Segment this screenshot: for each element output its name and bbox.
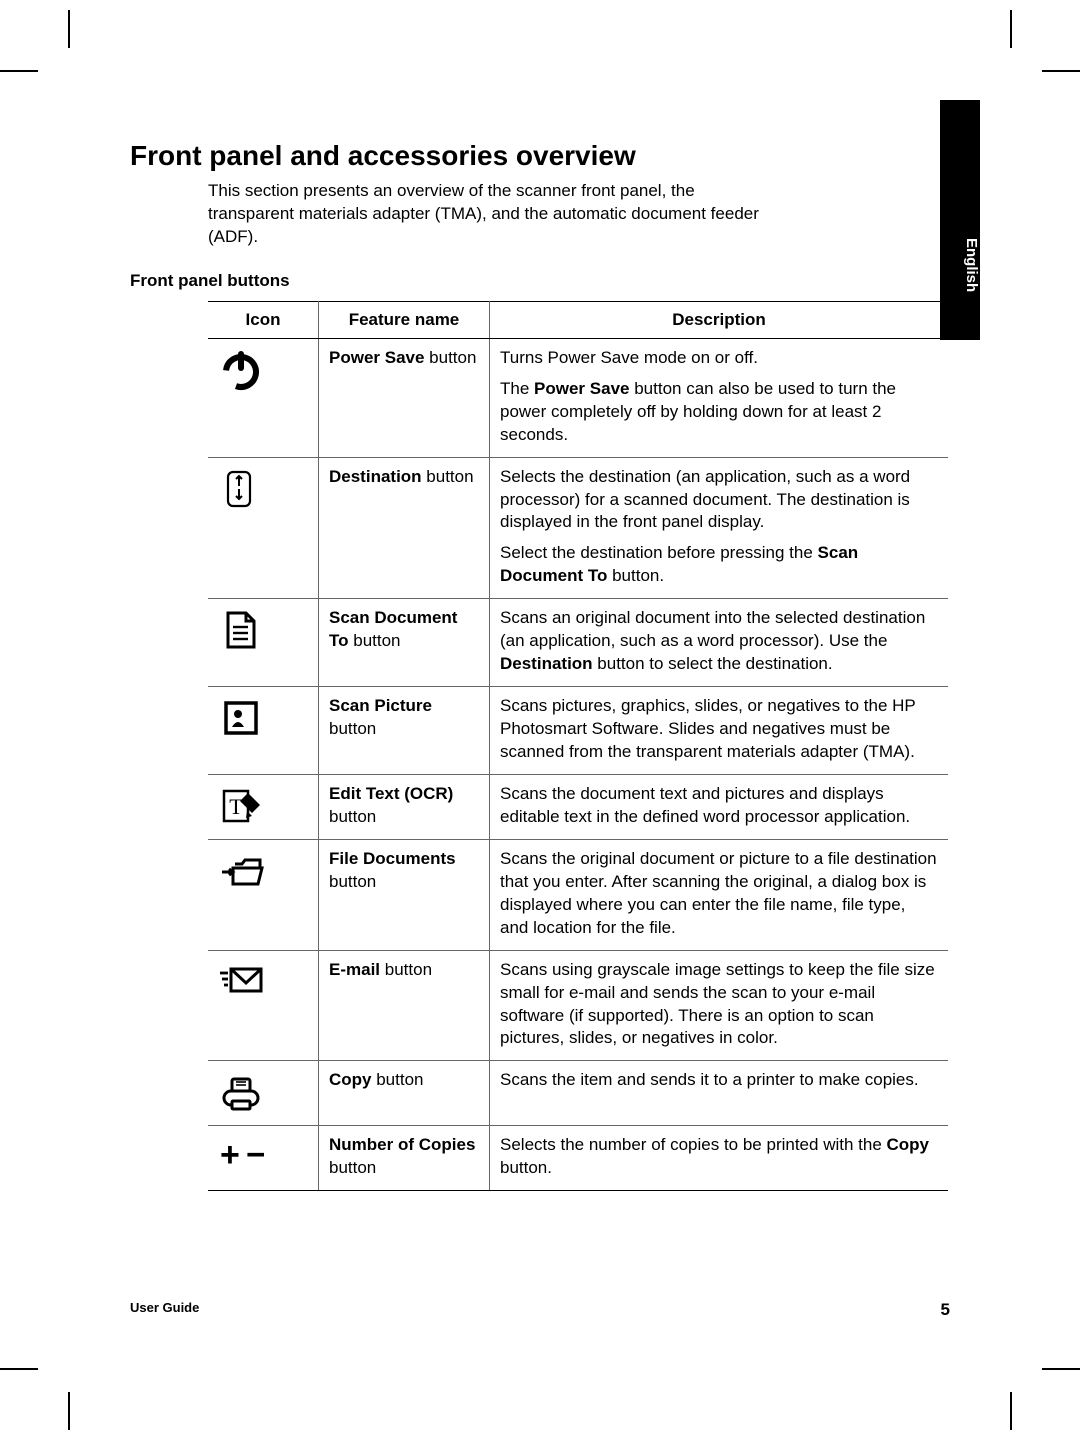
feature-name: Copy button [319,1061,490,1126]
feature-name: Destination button [319,457,490,599]
feature-name: Edit Text (OCR) button [319,774,490,839]
table-row: Edit Text (OCR) buttonScans the document… [208,774,948,839]
table-row: Copy buttonScans the item and sends it t… [208,1061,948,1126]
table-row: Scan Document To buttonScans an original… [208,599,948,687]
feature-description: Scans using grayscale image settings to … [490,950,949,1061]
feature-description: Turns Power Save mode on or off.The Powe… [490,338,949,457]
front-panel-buttons-heading: Front panel buttons [130,271,950,291]
scan-doc-icon [208,599,319,687]
feature-description: Scans the original document or picture t… [490,839,949,950]
col-description: Description [490,301,949,338]
scan-pic-icon [208,687,319,775]
feature-description: Selects the destination (an application,… [490,457,949,599]
feature-name: Power Save button [319,338,490,457]
destination-icon [208,457,319,599]
feature-description: Scans pictures, graphics, slides, or neg… [490,687,949,775]
feature-name: E-mail button [319,950,490,1061]
file-doc-icon [208,839,319,950]
footer-left: User Guide [130,1300,199,1315]
page-footer: User Guide 5 [130,1300,950,1320]
table-row: Destination buttonSelects the destinatio… [208,457,948,599]
table-row: Power Save buttonTurns Power Save mode o… [208,338,948,457]
feature-description: Scans the item and sends it to a printer… [490,1061,949,1126]
table-row: Number of Copies buttonSelects the numbe… [208,1126,948,1191]
feature-description: Scans an original document into the sele… [490,599,949,687]
table-row: Scan Picture buttonScans pictures, graph… [208,687,948,775]
email-icon [208,950,319,1061]
col-icon: Icon [208,301,319,338]
copy-icon [208,1061,319,1126]
front-panel-table: Icon Feature name Description Power Save… [208,301,948,1192]
power-icon [208,338,319,457]
feature-name: Number of Copies button [319,1126,490,1191]
col-feature-name: Feature name [319,301,490,338]
feature-name: File Documents button [319,839,490,950]
feature-name: Scan Picture button [319,687,490,775]
section-title: Front panel and accessories overview [130,140,950,172]
table-row: E-mail buttonScans using grayscale image… [208,950,948,1061]
page-number: 5 [941,1300,950,1320]
feature-description: Scans the document text and pictures and… [490,774,949,839]
feature-description: Selects the number of copies to be print… [490,1126,949,1191]
table-row: File Documents buttonScans the original … [208,839,948,950]
edit-text-icon [208,774,319,839]
feature-name: Scan Document To button [319,599,490,687]
intro-paragraph: This section presents an overview of the… [208,180,778,249]
copies-icon [208,1126,319,1191]
